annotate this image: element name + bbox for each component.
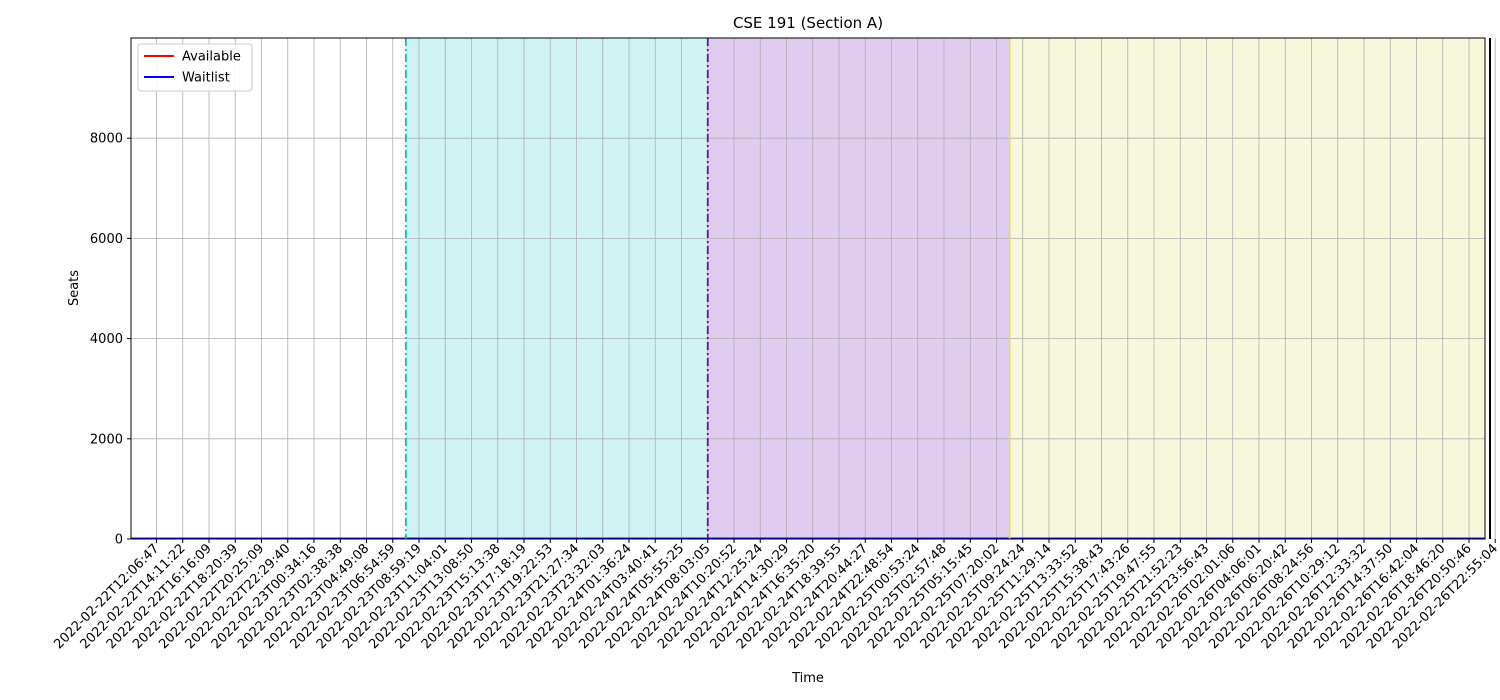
shaded-region-2 (707, 38, 1010, 539)
y-tick-label: 4000 (90, 332, 123, 347)
x-axis-ticks: 2022-02-22T12:06:472022-02-22T14:11:2220… (51, 539, 1500, 652)
shaded-region-1 (405, 38, 708, 539)
legend-label-available: Available (182, 50, 241, 65)
x-axis-label: Time (791, 671, 824, 686)
chart-title: CSE 191 (Section A) (733, 14, 883, 32)
y-axis-label: Seats (67, 270, 82, 306)
region-markers (404, 38, 1491, 539)
y-axis-ticks: 0 2000 4000 6000 8000 (90, 132, 131, 548)
y-tick-label: 0 (115, 533, 123, 548)
grid-lines (131, 38, 1496, 540)
y-tick-label: 2000 (90, 432, 123, 447)
shaded-region-3 (1009, 38, 1485, 539)
legend-label-waitlist: Waitlist (182, 71, 230, 86)
plot-frame (130, 37, 1486, 540)
y-tick-label: 6000 (90, 232, 123, 247)
legend: Available Waitlist (137, 43, 253, 92)
y-tick-label: 8000 (90, 132, 123, 147)
shaded-regions (405, 38, 1485, 539)
